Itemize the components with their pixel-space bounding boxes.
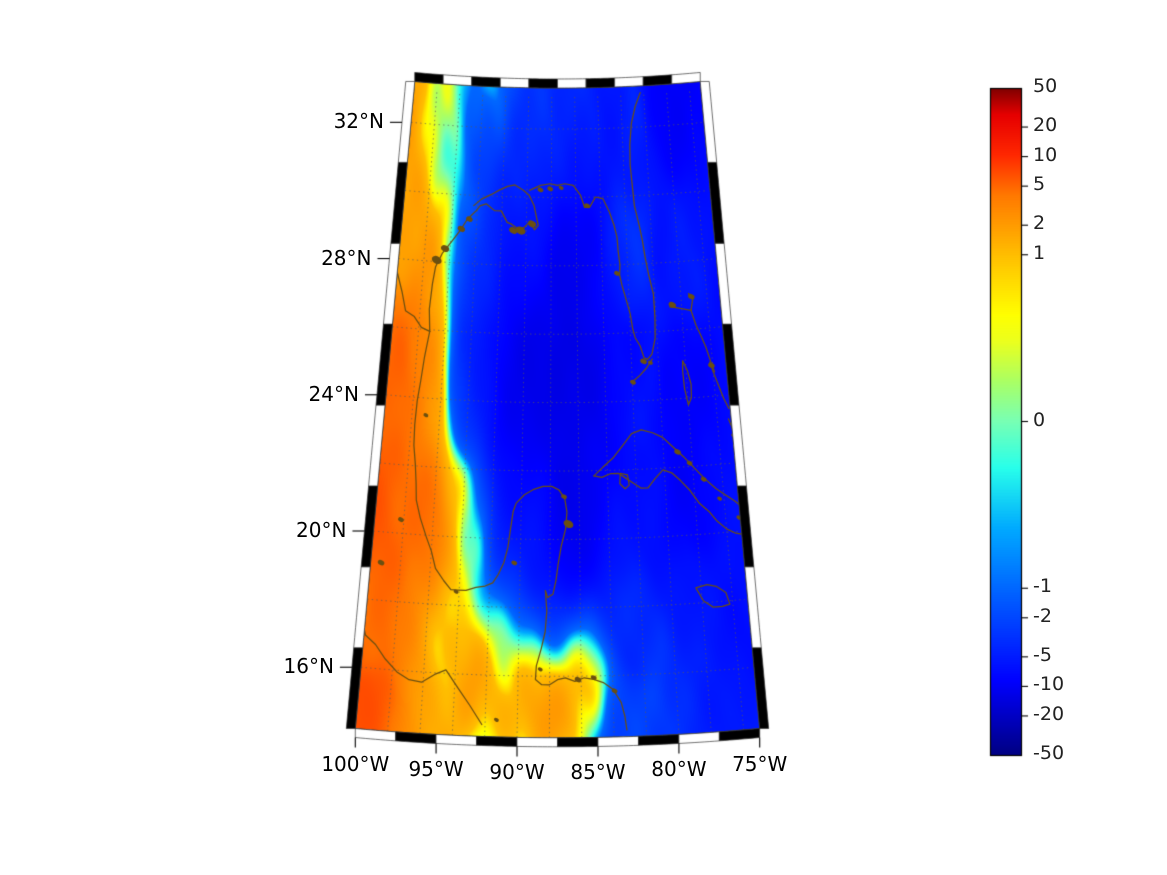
y-tick-label: 28°N xyxy=(321,245,372,270)
colorbar-tick-label: 0 xyxy=(1033,408,1046,431)
colorbar-tick-label: -1 xyxy=(1033,575,1052,598)
y-tick-label: 32°N xyxy=(333,109,384,134)
x-tick-label: 85°W xyxy=(570,760,626,785)
colorbar-tick-label: -5 xyxy=(1033,643,1052,666)
colorbar-tick-label: 20 xyxy=(1033,114,1058,137)
colorbar-tick-label: -50 xyxy=(1033,742,1065,764)
colorbar-tick-label: -20 xyxy=(1033,702,1065,725)
x-tick-label: 80°W xyxy=(651,757,707,782)
x-tick-label: 95°W xyxy=(408,757,464,782)
colorbar-tick-label: 5 xyxy=(1033,173,1046,196)
colorbar-tick-label: 2 xyxy=(1033,212,1046,235)
colorbar-tick-label: 1 xyxy=(1033,241,1046,264)
x-tick-label: 90°W xyxy=(489,760,545,785)
colorbar-tick-label: -2 xyxy=(1033,604,1052,627)
y-tick-label: 20°N xyxy=(296,518,347,542)
y-tick-label: 24°N xyxy=(308,381,359,406)
x-tick-label: 75°W xyxy=(732,751,788,776)
x-tick-label: 100°W xyxy=(321,751,390,776)
colorbar-tick-label: -10 xyxy=(1033,673,1065,696)
y-tick-label: 16°N xyxy=(283,654,334,679)
colorbar-tick-label: 10 xyxy=(1033,143,1058,166)
colorbar-tick-label: 50 xyxy=(1033,75,1058,97)
